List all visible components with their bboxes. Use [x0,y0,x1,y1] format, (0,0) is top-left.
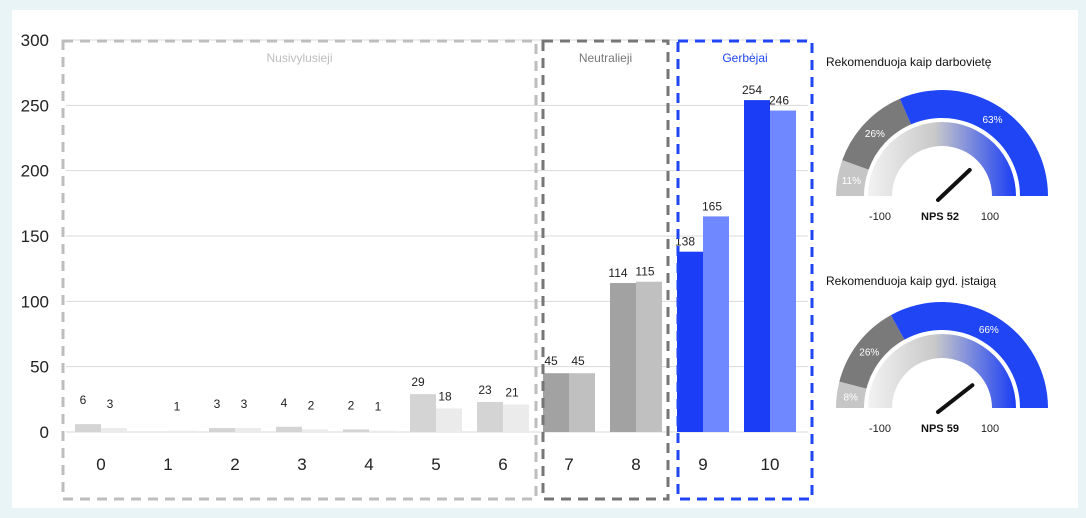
data-label: 3 [214,397,221,411]
data-label: 21 [505,386,519,400]
data-label: 3 [107,397,114,411]
gauge-min-label: -100 [869,211,891,223]
group-box [61,39,538,501]
gauge-nps-label: NPS 59 [921,423,959,435]
gauge-title: Rekomenduoja kaip darbovietę [826,55,992,69]
bar [369,430,395,432]
bar [343,429,369,432]
bar [436,408,462,432]
x-tick-label: 0 [96,455,105,474]
x-tick-label: 2 [230,455,239,474]
data-label: 254 [742,83,762,97]
bar [235,428,261,432]
group-label: Gerbėjai [722,51,767,65]
bar [168,430,194,432]
gauge-inner-band [868,334,1016,408]
y-tick-label: 0 [40,423,49,442]
bar [543,373,569,432]
gauge-segment [836,160,869,196]
data-label: 2 [308,398,315,412]
y-tick-label: 50 [30,358,49,377]
gauge-percent: 26% [859,348,879,359]
gauge-inner-band [868,122,1016,196]
data-label: 45 [571,354,585,368]
bar [101,428,127,432]
gauge-needle [936,167,972,202]
gauge-title: Rekomenduoja kaip gyd. įstaigą [826,274,996,288]
segment-groups: Nusivylusieji Neutralieji Gerbėjai [61,39,814,501]
data-label: 165 [702,199,722,213]
gauge-needle [936,383,975,414]
gauge-percent: 26% [865,129,885,140]
data-label: 6 [80,393,87,407]
data-label: 138 [675,235,695,249]
y-tick-label: 100 [21,292,49,311]
bar [677,251,703,432]
bar [744,100,770,433]
group-box [541,39,670,501]
x-tick-label: 6 [498,455,507,474]
x-tick-label: 8 [631,455,640,474]
x-tick-label: 5 [431,455,440,474]
gauge-segment [842,98,912,170]
x-tick-label: 1 [163,455,172,474]
data-label: 18 [438,389,452,403]
bar [503,404,529,432]
data-label: 3 [241,397,248,411]
bar [703,216,729,432]
data-label: 115 [635,265,654,279]
group-box [676,39,814,501]
data-label: 246 [769,94,789,108]
data-label: 1 [174,400,181,414]
gauge-segment [899,89,1048,196]
gauge-percent: 66% [979,325,999,336]
bar [75,424,101,432]
group-label: Neutralieji [579,51,632,65]
x-tick-label: 4 [364,455,373,474]
data-label: 23 [478,383,492,397]
gauge-percent: 8% [843,392,858,403]
bar [276,426,302,432]
gauge-max-label: 100 [981,423,999,435]
data-label: 2 [348,398,355,412]
y-tick-label: 300 [21,31,49,50]
nps-gauges: Rekomenduoja kaip darbovietę 11% 26% 63% -10… [826,55,1048,435]
gauge-segment [836,381,867,408]
bar [610,283,636,432]
x-tick-label: 9 [698,455,707,474]
bar [569,373,595,432]
chart-panel: 0 50 100 150 200 250 300 6 3 1 3 3 4 2 2 1 29 18 23 21 45 45… [12,10,1078,508]
x-axis: 0 1 2 3 4 5 6 7 8 9 10 [96,455,779,474]
x-tick-label: 10 [761,455,780,474]
data-label: 1 [375,400,382,414]
x-tick-label: 3 [297,455,306,474]
gauge-segment [890,301,1048,408]
x-tick-label: 7 [564,455,573,474]
bar [770,110,796,432]
data-label: 114 [608,266,627,280]
y-tick-label: 150 [21,227,49,246]
gauge-max-label: 100 [981,211,999,223]
gauge-percent: 11% [842,176,861,187]
bar [410,394,436,432]
bars [75,100,796,433]
gauge-min-label: -100 [869,423,891,435]
gauge-nps-label: NPS 52 [921,211,959,223]
bar [636,281,662,432]
y-tick-label: 200 [21,162,49,181]
data-label: 29 [411,375,425,389]
group-label: Nusivylusieji [266,51,332,65]
gauge-segment [839,315,905,389]
bar [302,429,328,432]
bar [209,428,235,432]
data-label: 4 [281,396,288,410]
y-axis: 0 50 100 150 200 250 300 [21,31,49,442]
bar [477,401,503,432]
data-label: 45 [544,354,558,368]
y-tick-label: 250 [21,96,49,115]
gauge-percent: 63% [983,115,1003,126]
